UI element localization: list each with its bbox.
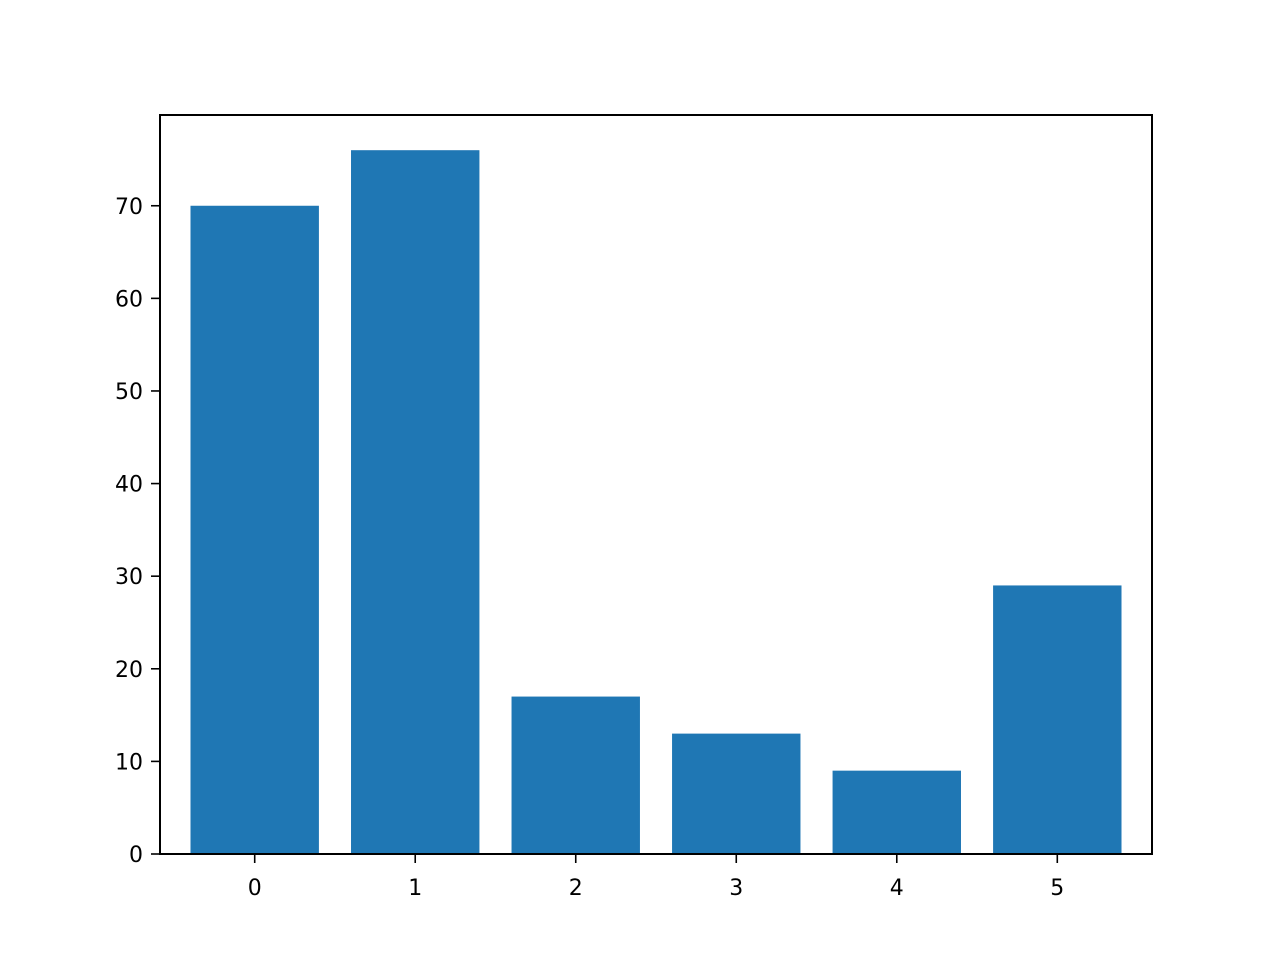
x-tick-label-1: 1 — [408, 876, 422, 901]
y-tick-label-30: 30 — [115, 565, 143, 590]
bar-3 — [672, 733, 801, 854]
bar-0 — [190, 205, 319, 854]
y-axis: 0 10 20 30 40 50 60 70 — [115, 195, 160, 868]
x-axis: 0 1 2 3 4 5 — [248, 854, 1064, 901]
x-tick-label-5: 5 — [1050, 876, 1064, 901]
y-tick-label-40: 40 — [115, 473, 143, 498]
x-tick-label-0: 0 — [248, 876, 262, 901]
bar-2 — [511, 696, 640, 854]
y-tick-label-10: 10 — [115, 750, 143, 775]
y-tick-label-60: 60 — [115, 287, 143, 312]
x-tick-label-2: 2 — [569, 876, 583, 901]
bars-group — [190, 150, 1122, 854]
y-tick-label-20: 20 — [115, 658, 143, 683]
bar-4 — [832, 770, 961, 854]
plot-frame — [159, 114, 1153, 855]
bar-1 — [351, 150, 480, 854]
bar-5 — [993, 585, 1122, 854]
y-tick-label-70: 70 — [115, 195, 143, 220]
y-tick-label-0: 0 — [129, 843, 143, 868]
x-tick-label-3: 3 — [729, 876, 743, 901]
x-tick-label-4: 4 — [890, 876, 904, 901]
y-tick-label-50: 50 — [115, 380, 143, 405]
